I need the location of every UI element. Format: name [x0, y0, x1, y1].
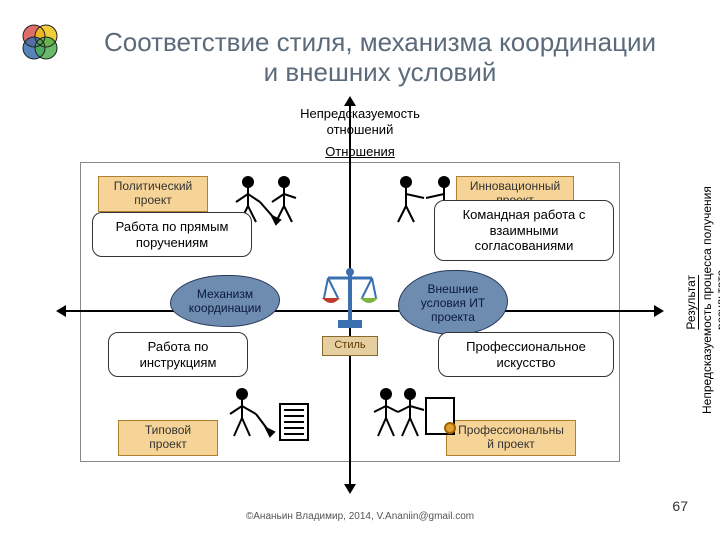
figurine-certificate-icon — [370, 384, 460, 453]
arrow-up-icon — [344, 96, 356, 106]
quadrant-box-professional: Профессиональны й проект — [446, 420, 576, 456]
callout-professional-art: Профессиональное искусство — [438, 332, 614, 377]
axis-right-sublabel: Результат — [684, 275, 698, 330]
slide-title: Соответствие стиля, механизма координаци… — [100, 28, 660, 88]
arrow-right-icon — [654, 305, 664, 317]
balance-scale-icon — [320, 264, 380, 341]
cloud-conditions: Внешние условия ИТ проекта — [398, 270, 508, 335]
style-center-box: Стиль — [322, 336, 378, 356]
cloud-mechanism: Механизм координации — [170, 275, 280, 327]
quadrant-box-political: Политический проект — [98, 176, 208, 212]
arrow-down-icon — [344, 484, 356, 494]
copyright-footer: ©Ананьин Владимир, 2014, V.Ananiin@gmail… — [0, 511, 720, 522]
callout-direct-orders: Работа по прямым поручениям — [92, 212, 252, 257]
axis-right-label: Непредсказуемость процесса получения рез… — [700, 160, 714, 440]
figurine-documents-icon — [226, 384, 316, 453]
venn-logo-icon — [16, 18, 64, 71]
quadrant-box-typical: Типовой проект — [118, 420, 218, 456]
axis-top-sublabel: Отношения — [0, 144, 720, 159]
arrow-left-icon — [56, 305, 66, 317]
callout-teamwork: Командная работа с взаимными согласовани… — [434, 200, 614, 261]
callout-instructions: Работа по инструкциям — [108, 332, 248, 377]
page-number: 67 — [672, 498, 688, 514]
axis-top-label: Непредсказуемость отношений — [0, 106, 720, 137]
